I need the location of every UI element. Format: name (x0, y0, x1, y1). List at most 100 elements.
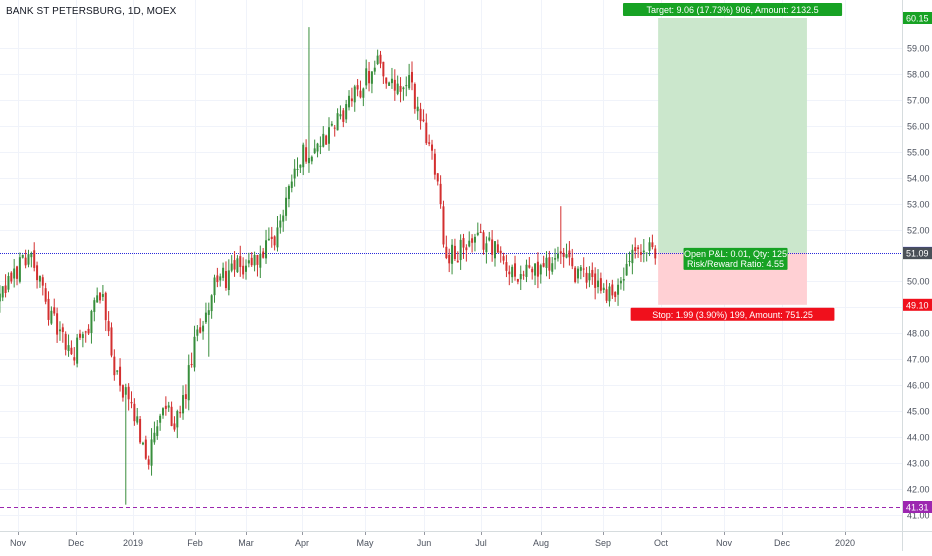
price-axis[interactable]: 41.00 42.00 43.00 44.00 45.00 46.00 47.00 48.00… (902, 0, 932, 531)
candle (556, 246, 559, 262)
candle-body (250, 257, 253, 266)
price-tick-label: 45.00 (907, 407, 930, 417)
candle-body (179, 412, 182, 414)
candle-body (316, 143, 319, 152)
candle (365, 59, 368, 90)
candle (473, 233, 476, 252)
candle-body (73, 357, 76, 361)
candle-body (528, 265, 531, 268)
candle-body (13, 268, 16, 279)
candle (50, 306, 53, 325)
candle (53, 298, 56, 316)
candle (170, 401, 173, 427)
candle (488, 231, 491, 242)
candle (545, 251, 548, 277)
candle-body (611, 284, 614, 296)
candle-body (453, 245, 456, 260)
candle-body (370, 71, 373, 84)
candle-body (93, 300, 96, 312)
candle (322, 126, 325, 148)
candle-body (319, 145, 322, 147)
candle (519, 265, 522, 290)
candle (233, 251, 236, 277)
candle-body (219, 276, 222, 281)
candle-body (293, 168, 296, 179)
candle (388, 81, 391, 86)
price-tick-label: 59.00 (907, 44, 930, 54)
candle-body (625, 263, 628, 276)
candle (539, 263, 542, 284)
candle (608, 283, 611, 307)
candle (0, 285, 1, 313)
candle-body (402, 87, 405, 90)
candle (242, 257, 245, 279)
candle (390, 67, 393, 89)
candle (36, 261, 39, 289)
candle-body (473, 236, 476, 243)
candle-body (425, 122, 428, 144)
candle (210, 294, 213, 319)
candle-body (648, 242, 651, 251)
candle (385, 77, 388, 89)
candle (522, 270, 525, 280)
time-axis[interactable]: Nov Dec 2019 Feb Mar Apr May Jun Jul Aug Sep Oct Nov… (0, 531, 902, 551)
price-tick-label: 58.00 (907, 70, 930, 80)
candle (559, 206, 562, 265)
candle (130, 391, 133, 409)
time-tick-label: May (356, 538, 374, 548)
time-tick-label: Dec (68, 538, 85, 548)
target-zone[interactable] (658, 18, 807, 253)
candle (10, 271, 13, 284)
candle (124, 383, 127, 505)
candle (127, 383, 130, 411)
candle (591, 262, 594, 285)
candle-body (471, 238, 474, 243)
candle (202, 320, 205, 340)
candle-body (247, 260, 250, 264)
candle-body (101, 294, 104, 297)
price-chart[interactable]: Target: 9.06 (17.73%) 906, Amount: 2132.… (0, 0, 902, 531)
candle (24, 249, 27, 269)
candle (508, 265, 511, 286)
candle-body (124, 387, 127, 395)
candle (253, 251, 256, 272)
long-position-tool[interactable] (658, 18, 807, 305)
candle-body (456, 260, 459, 263)
candle-body (637, 247, 640, 249)
candle-body (67, 345, 70, 352)
candle-body (159, 415, 162, 423)
candle (405, 76, 408, 97)
candle (38, 275, 41, 288)
candle-body (645, 252, 648, 254)
chart-area[interactable]: Target: 9.06 (17.73%) 906, Amount: 2132.… (0, 0, 902, 531)
candle-body (353, 86, 356, 103)
candle (139, 415, 142, 445)
candle-body (24, 257, 27, 266)
candle-body (565, 254, 568, 258)
candle (499, 246, 502, 263)
current-price-badge: 51.09 (903, 247, 932, 260)
candle-body (167, 405, 170, 408)
candle (402, 86, 405, 101)
candle-body (210, 295, 213, 312)
horizontal-lines[interactable] (0, 253, 902, 508)
candle-body (164, 405, 167, 409)
candle-body (365, 68, 368, 86)
candle (548, 250, 551, 280)
candle (216, 267, 219, 288)
candle (150, 428, 153, 476)
price-tick-label: 41.00 (907, 511, 930, 521)
candle-body (499, 250, 502, 254)
candle (456, 251, 459, 263)
candle (219, 273, 222, 287)
candle-body (448, 254, 451, 264)
candle-body (233, 260, 236, 270)
candle (597, 269, 600, 294)
candle-body (130, 402, 133, 404)
candle (230, 255, 233, 273)
candle (107, 311, 110, 337)
candle (325, 134, 328, 145)
candle (339, 105, 342, 120)
candle-body (330, 123, 333, 126)
candle (187, 354, 190, 411)
